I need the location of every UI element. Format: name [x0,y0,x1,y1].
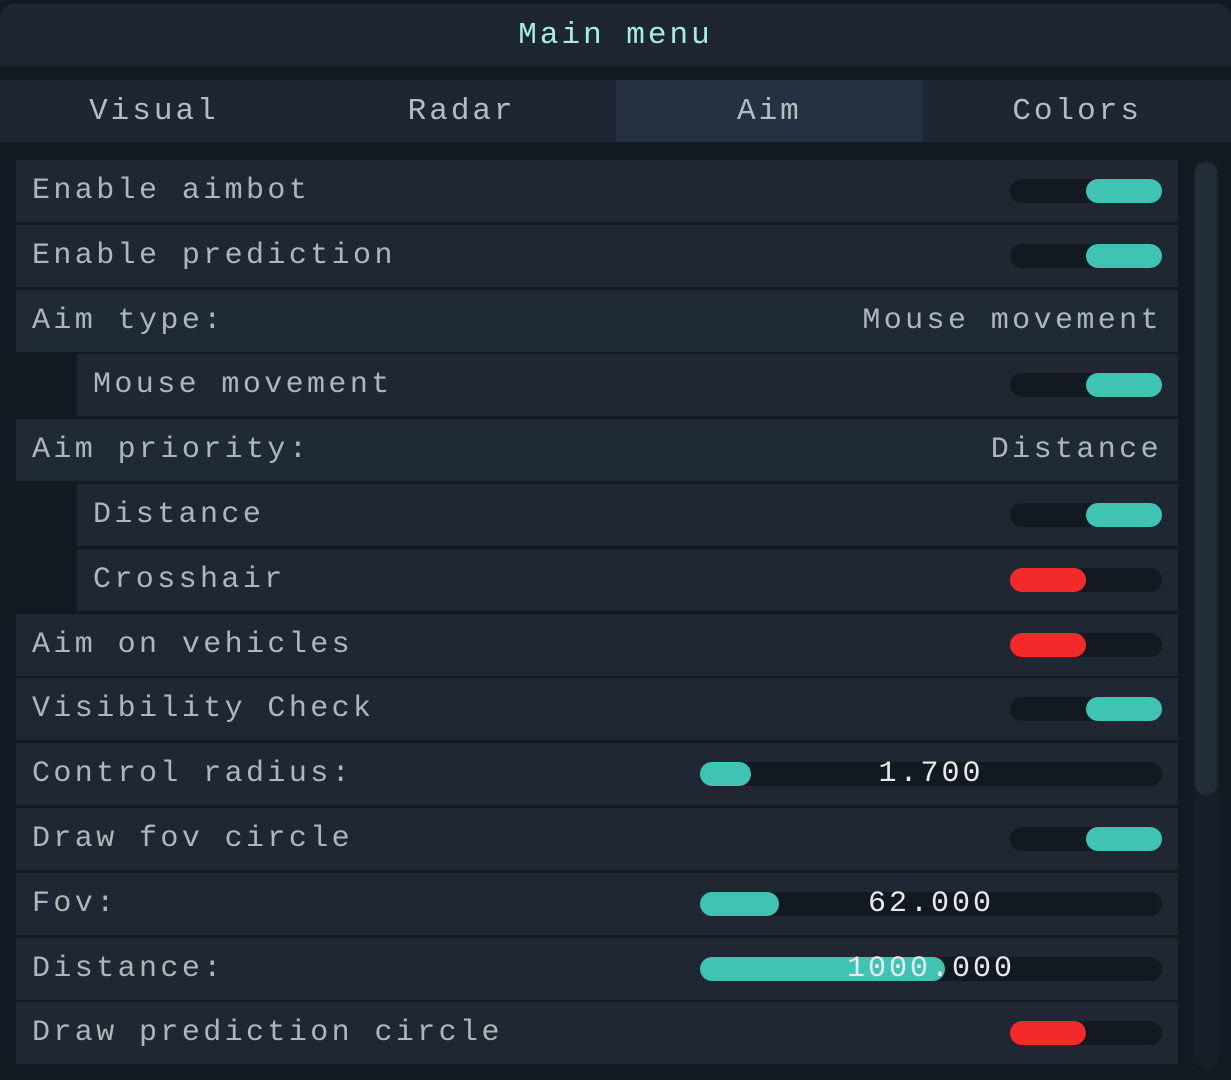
visibility-check-toggle[interactable] [1010,697,1162,722]
setting-row-distance: Distance: 1000.000 [16,937,1178,1000]
toggle-knob [1010,632,1086,657]
setting-row-distance: Distance [77,484,1178,546]
draw-prediction-circle-toggle[interactable] [1010,1021,1162,1046]
draw-fov-circle-toggle[interactable] [1010,827,1162,851]
enable-prediction-toggle[interactable] [1010,243,1162,268]
setting-row-visibility-check: Visibility Check [16,678,1178,741]
fov-slider[interactable]: 62.000 [700,888,1162,920]
toggle-knob [1086,373,1162,398]
selected-value: Mouse movement [862,303,1162,338]
toggle-knob [1010,1021,1086,1046]
setting-label: Crosshair [93,562,286,597]
toggle-knob [1086,179,1162,203]
slider-value: 62.000 [867,886,995,921]
setting-row-aim-on-vehicles: Aim on vehicles [16,613,1178,676]
setting-label: Distance: [32,951,225,986]
setting-label: Visibility Check [32,692,375,727]
aim-settings-panel: Enable aimbot Enable prediction Aim type: M… [0,142,1231,1080]
control-radius-slider[interactable]: 1.700 [700,758,1162,790]
setting-label: Distance [93,498,265,532]
scrollbar-thumb[interactable] [1195,162,1217,795]
slider-fill [700,956,945,981]
tab-bar: Visual Radar Aim Colors [0,80,1231,142]
setting-row-enable-aimbot: Enable aimbot [16,160,1178,222]
setting-label: Aim priority: [32,433,311,468]
slider-value: 1.700 [878,757,984,792]
scrollbar[interactable] [1193,160,1219,1068]
setting-label: Enable prediction [32,238,396,273]
distance-slider[interactable]: 1000.000 [700,953,1162,985]
window-title: Main menu [518,17,713,53]
aim-on-vehicles-toggle[interactable] [1010,632,1162,657]
setting-row-control-radius: Control radius: 1.700 [16,743,1178,806]
setting-label: Mouse movement [93,368,393,403]
toggle-knob [1086,503,1162,527]
toggle-knob [1086,243,1162,268]
tab-visual[interactable]: Visual [89,93,219,129]
toggle-knob [1086,827,1162,851]
setting-row-mouse-movement: Mouse movement [77,354,1178,417]
window-title-bar[interactable]: Main menu [0,4,1231,66]
crosshair-toggle[interactable] [1010,567,1162,592]
distance-toggle[interactable] [1010,503,1162,527]
setting-label: Aim type: [32,303,225,338]
slider-fill [700,891,779,916]
setting-label: Aim on vehicles [32,627,354,662]
setting-row-enable-prediction: Enable prediction [16,224,1178,287]
setting-row-draw-prediction-circle: Draw prediction circle [16,1002,1178,1065]
mouse-movement-toggle[interactable] [1010,373,1162,398]
selected-value: Distance [990,433,1162,468]
setting-label: Fov: [32,886,118,921]
enable-aimbot-toggle[interactable] [1010,179,1162,203]
setting-label: Draw prediction circle [32,1016,503,1051]
setting-row-draw-fov-circle: Draw fov circle [16,808,1178,870]
setting-row-crosshair: Crosshair [77,548,1178,611]
tab-aim[interactable]: Aim [615,80,924,142]
setting-row-fov: Fov: 62.000 [16,872,1178,935]
setting-row-aim-type[interactable]: Aim type: Mouse movement [16,289,1178,352]
slider-value: 1000.000 [846,951,1016,986]
toggle-knob [1086,697,1162,722]
tab-radar[interactable]: Radar [407,93,516,129]
tab-colors[interactable]: Colors [1012,93,1142,129]
setting-label: Enable aimbot [32,174,311,208]
slider-fill [700,762,751,787]
setting-label: Control radius: [32,757,354,792]
setting-label: Draw fov circle [32,822,354,856]
setting-row-aim-priority[interactable]: Aim priority: Distance [16,419,1178,482]
toggle-knob [1010,567,1086,592]
